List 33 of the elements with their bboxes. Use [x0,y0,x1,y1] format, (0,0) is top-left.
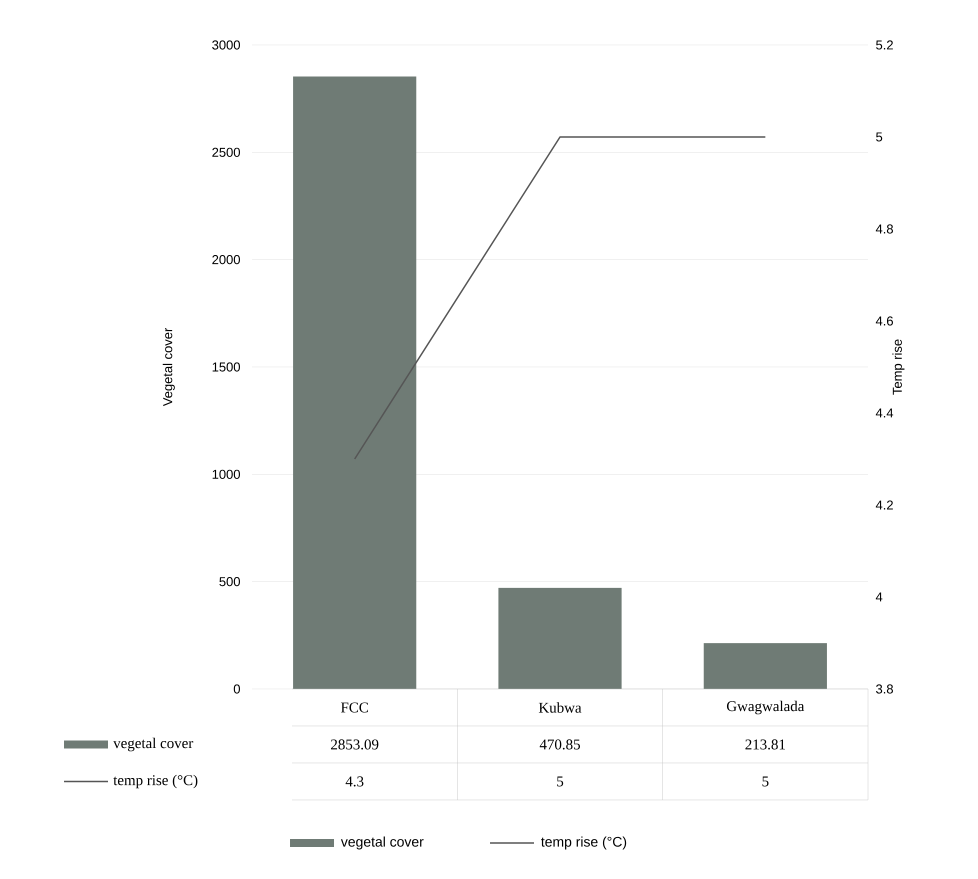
y-tick-label: 500 [219,577,240,586]
text: temp rise (°C) [541,836,626,850]
legend-label: temp rise (°C) [113,774,198,788]
y2-tick-label: 4 [876,592,882,602]
y2-tick-label: 3.8 [876,684,893,694]
y-tick-label: 2500 [212,148,240,157]
data-label: 5 [557,776,564,786]
data-label: 5 [762,776,768,786]
y2-tick-label: 5 [876,132,882,142]
y2-tick-label: 4.2 [876,500,893,510]
y2-tick-label: 4.4 [876,408,894,418]
data-label: 2853.09 [331,739,378,750]
y2-tick-label: 4.6 [876,316,893,326]
x-tick-label: Kubwa [538,702,582,713]
x-tick-label: Gwagwalada [726,700,804,714]
x-tick-label: FCC [340,702,368,712]
y-tick-label: 1500 [212,362,240,372]
bar [293,76,416,689]
y-tick-label: 2000 [212,255,240,264]
data-label: 4.3 [346,776,364,787]
y2-tick-label: 5.2 [876,40,893,50]
bar [498,588,622,689]
y2-axis-title: Temp rise [892,340,904,395]
y-tick-label: 1000 [212,470,240,479]
y-axis-title: Vegetal cover [162,328,175,406]
data-label: 470.85 [540,739,580,750]
legend-label: vegetal cover [113,738,194,752]
bar [704,643,827,689]
y-tick-label: 0 [234,684,240,694]
y2-tick-label: 4.8 [876,224,893,234]
data-label: 213.81 [745,739,785,750]
y-tick-label: 3000 [212,40,240,50]
text: vegetal cover [340,836,424,850]
